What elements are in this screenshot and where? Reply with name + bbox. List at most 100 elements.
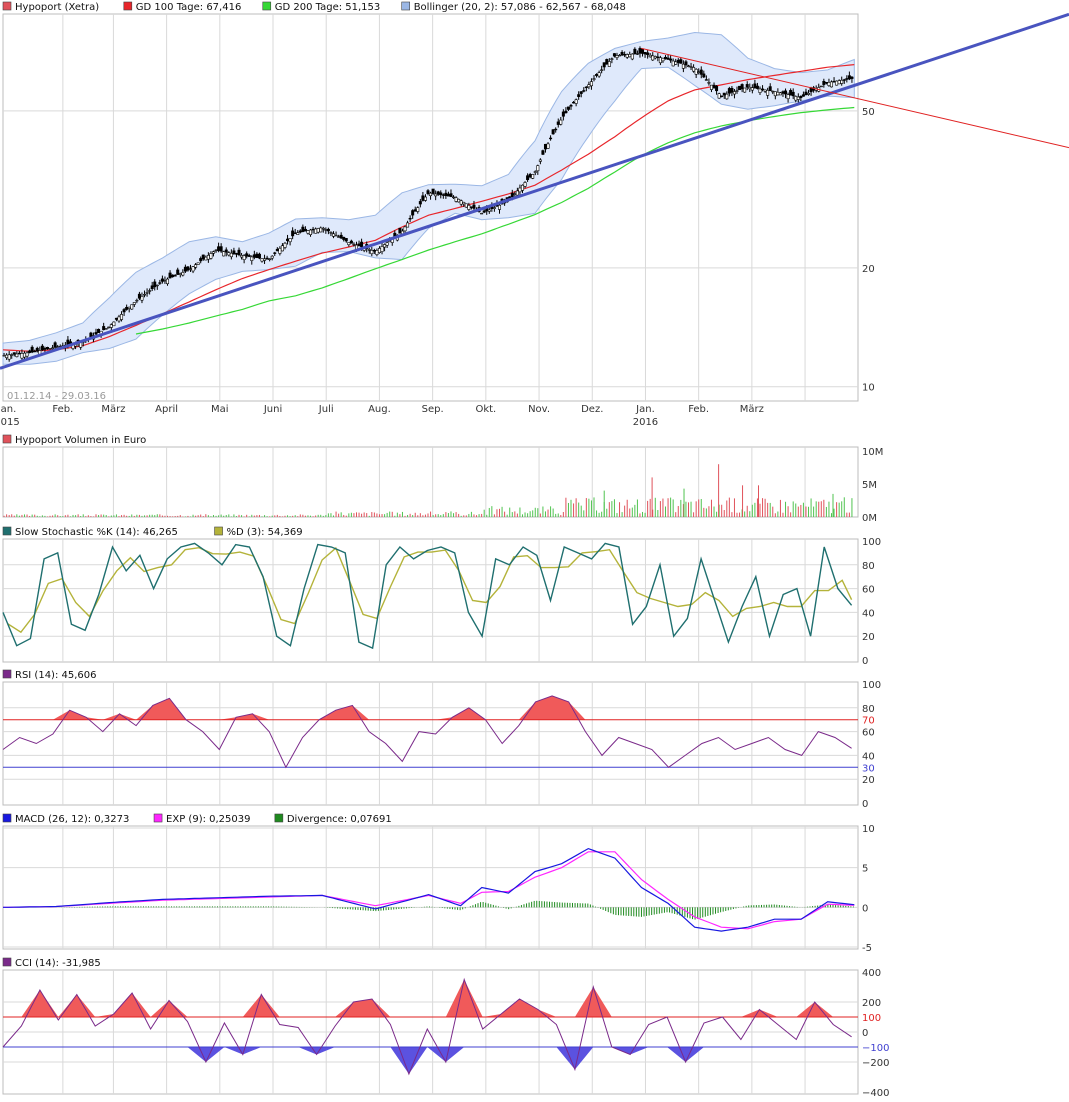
x-month-label: Feb. [688,404,709,415]
candle-body [554,128,558,131]
macd-tick-label: 0 [862,903,868,914]
price-legend-label: Bollinger (20, 2): 57,086 - 62,567 - 68,… [414,2,626,13]
candle-body [403,226,407,232]
candle-body [689,66,693,68]
series-layer [0,12,1069,1076]
candle-body [658,57,662,64]
stoch-legend-swatch [2,526,12,536]
candle-body [398,227,402,234]
candle-body [247,255,251,257]
candle-body [45,347,49,350]
candle-body [457,198,461,203]
candle-body [406,222,410,228]
candle-body [704,79,708,81]
candle-body [735,90,739,92]
candle-body [789,90,793,96]
candle-body [339,234,343,239]
candle-body [102,326,106,331]
candle-body [549,137,553,140]
x-month-label: März [740,404,764,415]
candle-body [229,252,233,258]
cci-low-fill [3,1047,852,1074]
candle-body [625,54,629,58]
candle-body [633,48,637,55]
candle-body [847,75,851,80]
candle-body [296,232,300,235]
candle-body [824,82,828,84]
price-tick-label: 10 [862,383,875,394]
candle-body [112,321,116,327]
candle-body [738,85,742,91]
candle-body [801,94,805,97]
candle-body [469,206,473,208]
candle-body [137,293,141,299]
candle-body [7,354,11,360]
candle-body [270,255,274,259]
candle-body [337,236,341,238]
candle-body [709,84,713,90]
candle-body [538,159,542,162]
candle-body [314,228,318,234]
x-month-label: Dez. [581,404,603,415]
x-month-label: Juli [318,404,334,415]
candle-body [429,192,433,197]
stoch-tick-label: 40 [862,608,875,619]
candle-body [656,56,660,58]
x-month-label: Jan. [635,404,655,415]
candle-body [653,56,657,59]
stoch-tick-label: 60 [862,585,875,596]
candle-body [717,93,721,99]
candle-body [750,87,754,91]
rsi-tick-label: 100 [862,680,881,691]
candle-body [748,86,752,90]
candle-body [763,89,767,92]
rsi-tick-label: 80 [862,704,875,715]
stoch-legend-label: %D (3): 54,369 [227,527,303,538]
candle-body [612,53,616,57]
candle-body [446,193,450,197]
cci-tick-label: −400 [862,1088,889,1099]
candle-body [125,306,129,310]
candle-body [664,56,668,60]
volume-legend-label: Hypoport Volumen in Euro [15,435,146,446]
candle-body [638,48,642,54]
stoch-tick-label: 80 [862,561,875,572]
candle-body [615,55,619,58]
candle-body [444,192,448,196]
panel-frame-stoch [2,538,859,663]
candle-body [778,92,782,96]
candle-body [681,63,685,69]
stoch-tick-label: 20 [862,632,875,643]
candle-body [171,274,175,278]
candle-body [209,253,213,259]
candle-body [712,84,716,89]
candle-body [155,284,159,287]
macd-legend-label: EXP (9): 0,25039 [166,814,250,825]
candle-body [160,278,164,282]
candle-body [158,282,162,284]
candle-body [528,174,532,178]
candle-body [326,228,330,232]
candle-body [303,228,307,232]
price-legend-swatch [2,1,12,11]
candle-body [799,96,803,98]
x-month-label: Nov. [528,404,550,415]
candle-body [242,255,246,260]
candle-body [771,90,775,93]
candle-body [692,67,696,72]
candle-body [204,256,208,261]
x-month-label: Juni [263,404,282,415]
candle-body [166,278,170,285]
candle-body [117,316,121,322]
candle-body [441,194,445,196]
candle-body [413,209,417,212]
candle-body [531,174,535,179]
candle-body [377,248,381,253]
candle-body [311,228,315,231]
panel-backgrounds [2,13,859,1095]
candle-body [646,52,650,55]
candle-body [104,328,108,330]
candle-body [316,228,320,233]
candle-body [173,275,177,277]
stoch-tick-label: 100 [862,537,881,548]
